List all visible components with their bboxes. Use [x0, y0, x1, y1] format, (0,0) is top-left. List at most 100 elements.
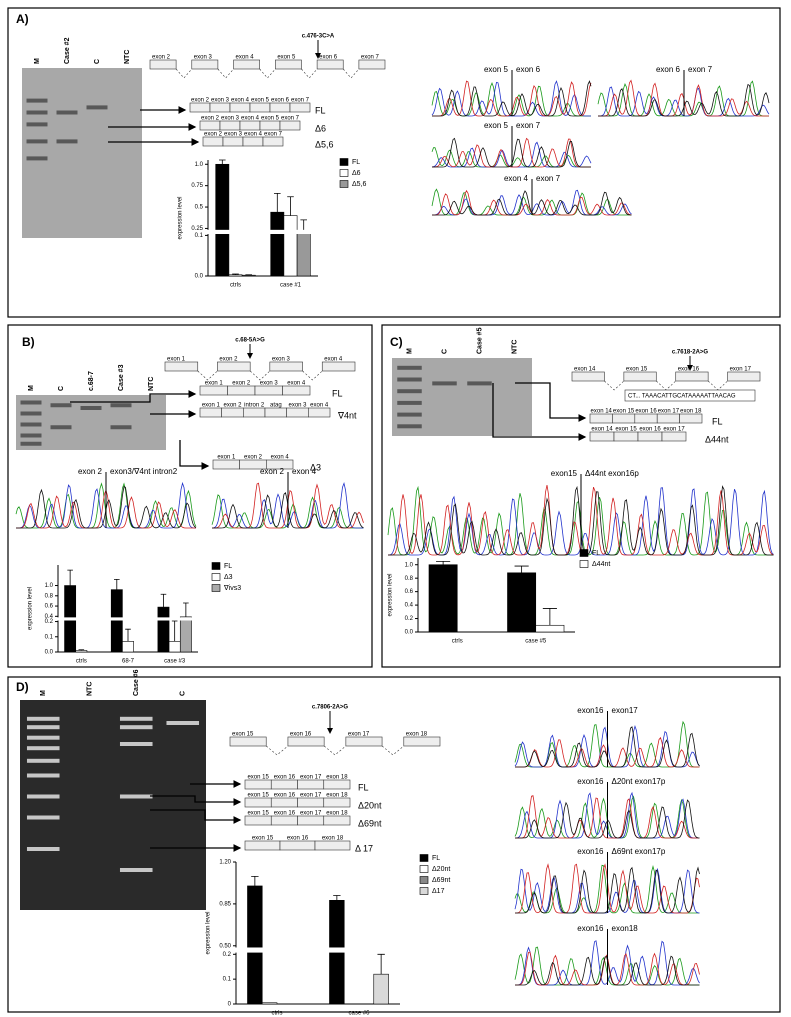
- isoform-name: Δ6: [315, 123, 326, 133]
- exon-box: [229, 102, 251, 113]
- exon-label: exon 4: [287, 381, 306, 387]
- lane-label: M: [28, 385, 35, 391]
- exon-box: [571, 371, 605, 382]
- error-bar: [436, 560, 451, 565]
- exon-label: exon 3: [288, 403, 307, 409]
- exon-label: exon 15: [247, 793, 269, 799]
- exon-label: exon 17: [348, 732, 370, 738]
- exon-label: exon 4: [241, 116, 260, 122]
- exon-label: exon 18: [326, 811, 348, 817]
- exon-box: [314, 840, 351, 851]
- gel: [22, 68, 142, 238]
- exon-box: [199, 120, 221, 131]
- y-tick-label: 0.8: [405, 576, 414, 582]
- trace-label: exon 5: [484, 121, 509, 130]
- exon-label: exon 15: [615, 427, 637, 433]
- exon-label: exon 7: [264, 132, 283, 138]
- y-tick-label: 0.2: [45, 619, 54, 625]
- gel-band: [26, 773, 60, 778]
- exon-box: [279, 840, 316, 851]
- arrow: [515, 382, 587, 422]
- exon-box: [199, 407, 222, 418]
- exon-label: intron 2: [244, 403, 265, 409]
- isoform-name: FL: [332, 388, 343, 398]
- trace-label: exon16: [577, 847, 604, 856]
- exon-label: exon 6: [271, 98, 290, 104]
- gel-band: [56, 139, 78, 144]
- y-tick-label: 0.75: [191, 183, 203, 189]
- splice-line: [217, 68, 234, 79]
- bar: [215, 163, 230, 277]
- error-bar: [542, 608, 557, 626]
- exon-label: exon 16: [639, 427, 661, 433]
- exon-label: exon 4: [231, 98, 250, 104]
- error-bar: [333, 895, 341, 901]
- panel-label: C): [390, 335, 403, 349]
- lane-label: C: [58, 386, 65, 391]
- exon-box: [589, 431, 615, 442]
- mutation-label: c.7806-2A>G: [312, 705, 349, 711]
- exon-box: [219, 120, 241, 131]
- exon-label: exon 18: [680, 409, 702, 415]
- isoform-name: Δ20nt: [358, 800, 382, 810]
- trace-label: exon 4: [504, 174, 529, 183]
- splice-line: [381, 745, 404, 756]
- error-bar: [377, 953, 385, 975]
- exon-box: [623, 371, 657, 382]
- exon-label: exon 7: [281, 116, 300, 122]
- exon-label: exon 17: [658, 409, 680, 415]
- exon-box: [244, 779, 272, 790]
- legend-swatch: [339, 180, 349, 188]
- exon-box: [269, 102, 291, 113]
- lane-label: NTC: [124, 50, 131, 64]
- legend-swatch: [419, 865, 429, 873]
- exon-box: [679, 413, 703, 424]
- exon-box: [262, 136, 284, 147]
- trace-label: exon16: [577, 706, 604, 715]
- exon-box: [222, 136, 244, 147]
- lane-label: C: [94, 59, 101, 64]
- x-tick-label: ctrls: [272, 1011, 283, 1017]
- bar: [75, 650, 88, 653]
- gel-band: [119, 725, 153, 730]
- error-bar: [514, 565, 529, 573]
- exon-label: exon 4: [324, 357, 343, 363]
- y-tick-label: 0.1: [45, 634, 54, 640]
- exon-label: exon 16: [678, 367, 700, 373]
- gel-band: [397, 365, 422, 370]
- exon-box: [221, 407, 244, 418]
- y-tick-label: 0.6: [45, 604, 54, 610]
- x-tick-label: 68-7: [122, 659, 135, 665]
- exon-label: exon 17: [730, 367, 752, 373]
- exon-box: [270, 797, 298, 808]
- panel-frame: [7, 7, 781, 318]
- trace-label: exon16: [577, 777, 604, 786]
- gel-band: [119, 868, 153, 872]
- exon-label: exon 18: [326, 793, 348, 799]
- bar: [373, 973, 389, 1005]
- legend-swatch: [339, 169, 349, 177]
- exon-box: [270, 815, 298, 826]
- exon-box: [308, 407, 331, 418]
- mutation-label: c.476-3C>A: [302, 34, 335, 40]
- exon-box: [316, 59, 344, 70]
- exon-box: [149, 59, 177, 70]
- bar: [270, 211, 285, 277]
- exon-label: exon 14: [591, 427, 613, 433]
- sequence: CT... TAAACATTGCATAAAAATTAACAG: [628, 394, 736, 400]
- trace-label: exon 5: [484, 65, 509, 74]
- trace-label: exon3/∇4nt intron2: [110, 467, 178, 476]
- isoform-name: Δ69nt: [358, 818, 382, 828]
- bar: [261, 1002, 278, 1005]
- trace-label: exon 6: [656, 65, 681, 74]
- gel-band: [166, 721, 200, 725]
- bar: [228, 274, 243, 277]
- exon-box: [661, 431, 687, 442]
- isoform-name: ∇4nt: [337, 410, 357, 420]
- error-bar: [232, 273, 239, 275]
- gel-band: [26, 735, 60, 740]
- gel-band: [20, 441, 42, 446]
- exon-box: [233, 59, 260, 70]
- splice-line: [342, 68, 360, 79]
- exon-label: exon 15: [626, 367, 648, 373]
